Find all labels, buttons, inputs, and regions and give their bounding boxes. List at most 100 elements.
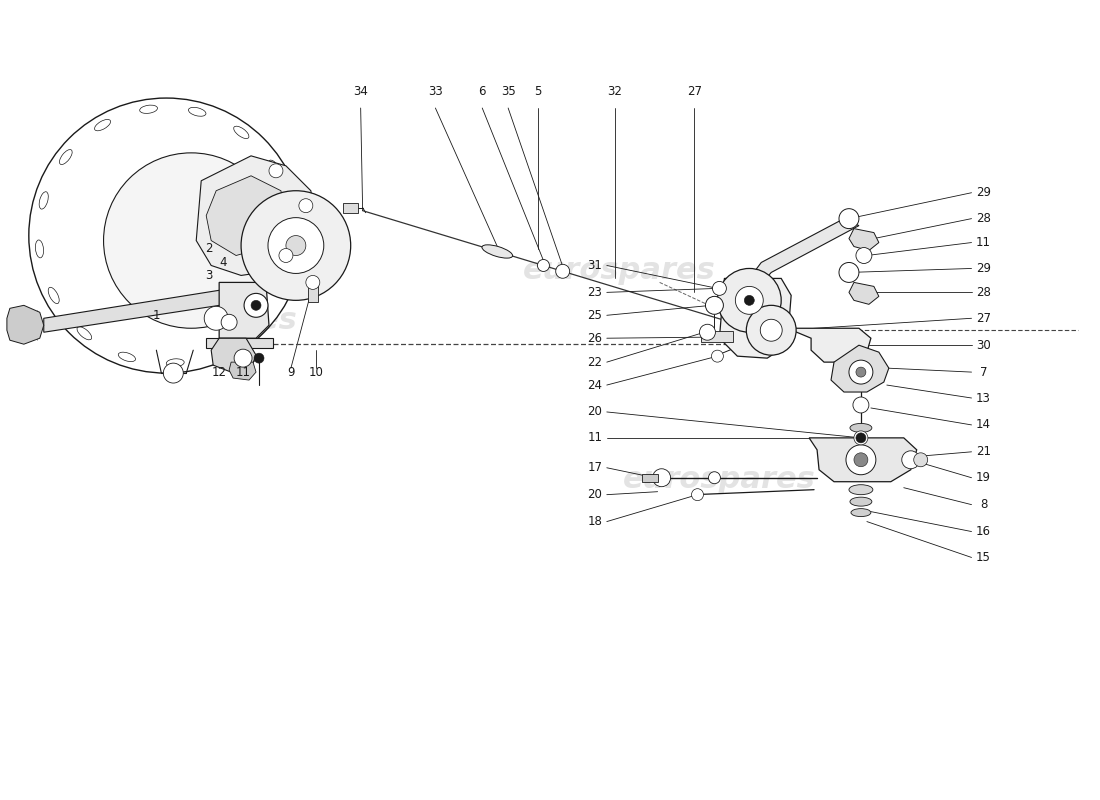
Ellipse shape: [119, 352, 135, 362]
Circle shape: [205, 306, 228, 330]
Text: 29: 29: [976, 186, 991, 199]
Circle shape: [538, 259, 549, 271]
Polygon shape: [788, 328, 871, 362]
Text: 14: 14: [976, 418, 991, 431]
Circle shape: [700, 324, 715, 340]
Circle shape: [856, 247, 872, 263]
Circle shape: [221, 314, 238, 330]
Circle shape: [856, 433, 866, 443]
Ellipse shape: [59, 150, 73, 165]
Ellipse shape: [850, 497, 872, 506]
Text: 28: 28: [976, 286, 991, 299]
Circle shape: [712, 350, 724, 362]
Circle shape: [717, 269, 781, 332]
Polygon shape: [44, 288, 239, 332]
Circle shape: [854, 453, 868, 466]
Text: 26: 26: [587, 332, 603, 345]
Circle shape: [556, 264, 570, 278]
Circle shape: [163, 363, 184, 383]
Circle shape: [746, 306, 796, 355]
Text: 35: 35: [500, 85, 516, 98]
Circle shape: [244, 294, 268, 318]
Circle shape: [270, 164, 283, 178]
Ellipse shape: [254, 314, 267, 328]
Text: 24: 24: [587, 378, 603, 391]
Circle shape: [852, 397, 869, 413]
Polygon shape: [229, 362, 256, 380]
Circle shape: [713, 282, 726, 295]
Circle shape: [299, 198, 312, 213]
Circle shape: [839, 209, 859, 229]
Text: 20: 20: [587, 488, 603, 501]
Text: 11: 11: [587, 431, 603, 444]
Circle shape: [856, 367, 866, 377]
Polygon shape: [206, 176, 286, 255]
Polygon shape: [849, 282, 879, 304]
Ellipse shape: [851, 509, 871, 517]
Text: 8: 8: [980, 498, 987, 511]
Circle shape: [268, 218, 323, 274]
Polygon shape: [7, 306, 44, 344]
Text: 29: 29: [976, 262, 991, 275]
Ellipse shape: [77, 326, 91, 340]
Polygon shape: [830, 345, 889, 392]
Bar: [702, 331, 734, 342]
Circle shape: [254, 353, 264, 363]
Text: 23: 23: [587, 286, 603, 299]
Text: 28: 28: [976, 212, 991, 225]
Bar: [641, 474, 658, 482]
Text: 11: 11: [976, 236, 991, 249]
Text: 31: 31: [587, 259, 603, 272]
Ellipse shape: [282, 270, 292, 288]
Text: 18: 18: [587, 515, 603, 528]
Circle shape: [705, 296, 724, 314]
Ellipse shape: [40, 192, 48, 209]
Text: 9: 9: [287, 366, 295, 378]
Text: 2: 2: [206, 242, 213, 255]
Ellipse shape: [48, 287, 59, 303]
Text: 33: 33: [428, 85, 443, 98]
Circle shape: [846, 445, 876, 474]
Circle shape: [251, 300, 261, 310]
Text: 30: 30: [976, 338, 991, 352]
Text: 27: 27: [976, 312, 991, 325]
Text: 6: 6: [478, 85, 486, 98]
Polygon shape: [849, 229, 879, 250]
Circle shape: [234, 349, 252, 367]
Circle shape: [767, 326, 777, 335]
Circle shape: [736, 286, 763, 314]
Text: 22: 22: [587, 356, 603, 369]
Text: 12: 12: [211, 366, 227, 378]
Text: eurospares: eurospares: [524, 256, 716, 285]
Circle shape: [103, 153, 279, 328]
Ellipse shape: [288, 205, 296, 222]
Circle shape: [849, 360, 873, 384]
Polygon shape: [719, 278, 791, 358]
Text: eurospares: eurospares: [104, 306, 298, 334]
Text: 7: 7: [980, 366, 987, 378]
Text: eurospares: eurospares: [623, 466, 816, 494]
Text: 20: 20: [587, 406, 603, 418]
Polygon shape: [810, 438, 916, 482]
Polygon shape: [211, 338, 256, 372]
Text: 3: 3: [206, 269, 213, 282]
Text: 1: 1: [153, 309, 161, 322]
Text: 13: 13: [976, 391, 991, 405]
Polygon shape: [196, 156, 316, 275]
Text: 25: 25: [587, 309, 603, 322]
Circle shape: [652, 469, 671, 486]
Bar: [343, 202, 358, 213]
Ellipse shape: [708, 472, 720, 484]
Circle shape: [914, 453, 927, 466]
Ellipse shape: [214, 345, 231, 355]
Ellipse shape: [482, 245, 513, 258]
Circle shape: [306, 275, 320, 290]
Ellipse shape: [233, 126, 249, 138]
Ellipse shape: [850, 423, 872, 432]
Circle shape: [286, 235, 306, 255]
Text: 16: 16: [976, 525, 991, 538]
Circle shape: [839, 262, 859, 282]
Circle shape: [692, 489, 704, 501]
Ellipse shape: [95, 119, 111, 130]
Bar: [308, 282, 318, 302]
